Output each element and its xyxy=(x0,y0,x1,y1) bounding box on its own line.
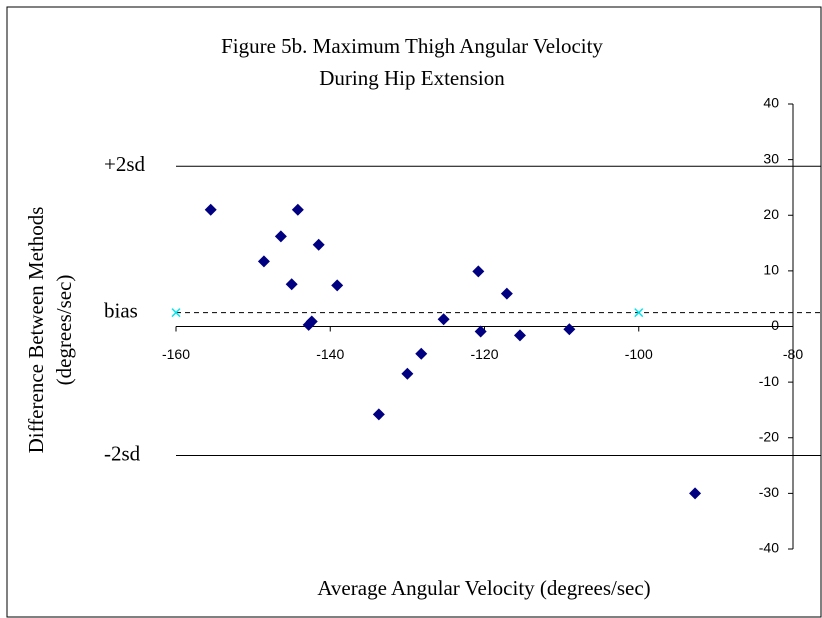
point xyxy=(415,347,428,360)
point xyxy=(634,308,644,318)
y-tick-label: 0 xyxy=(771,317,779,333)
y-tick-label: 40 xyxy=(763,95,779,111)
y-tick-label: 10 xyxy=(763,262,779,278)
point xyxy=(302,318,315,331)
y-axis-title-line: Difference Between Methods xyxy=(24,207,48,454)
point xyxy=(474,325,487,338)
reference-label: -2sd xyxy=(104,441,141,465)
x-tick-label: -160 xyxy=(162,346,190,362)
y-tick-label: -10 xyxy=(759,373,779,389)
x-tick-label: -80 xyxy=(783,346,803,362)
point xyxy=(331,279,344,292)
y-tick-label: -20 xyxy=(759,428,779,444)
chart-frame xyxy=(6,6,822,618)
point xyxy=(513,329,526,342)
point xyxy=(372,408,385,421)
point xyxy=(285,278,298,291)
chart-title: During Hip Extension xyxy=(319,66,505,90)
point xyxy=(472,265,485,278)
y-axis-title: Difference Between Methods (degrees/sec) xyxy=(24,207,76,454)
point xyxy=(171,308,181,318)
y-axis-title-line: (degrees/sec) xyxy=(52,275,76,386)
point xyxy=(204,203,217,216)
x-axis-title: Average Angular Velocity (degrees/sec) xyxy=(317,576,650,600)
point xyxy=(437,313,450,326)
chart-title: Figure 5b. Maximum Thigh Angular Velocit… xyxy=(221,34,603,58)
point xyxy=(689,487,702,500)
y-tick-label: 20 xyxy=(763,206,779,222)
x-tick-label: -120 xyxy=(470,346,498,362)
point xyxy=(401,367,414,380)
point xyxy=(500,287,513,300)
point xyxy=(291,203,304,216)
point xyxy=(274,230,287,243)
y-tick-label: -40 xyxy=(759,540,779,556)
point xyxy=(312,238,325,251)
x-tick-label: -140 xyxy=(316,346,344,362)
reference-label: bias xyxy=(104,298,138,322)
y-tick-label: -30 xyxy=(759,484,779,500)
x-tick-label: -100 xyxy=(625,346,653,362)
point xyxy=(257,255,270,268)
reference-label: +2sd xyxy=(104,152,146,176)
point xyxy=(563,323,576,336)
y-tick-label: 30 xyxy=(763,150,779,166)
